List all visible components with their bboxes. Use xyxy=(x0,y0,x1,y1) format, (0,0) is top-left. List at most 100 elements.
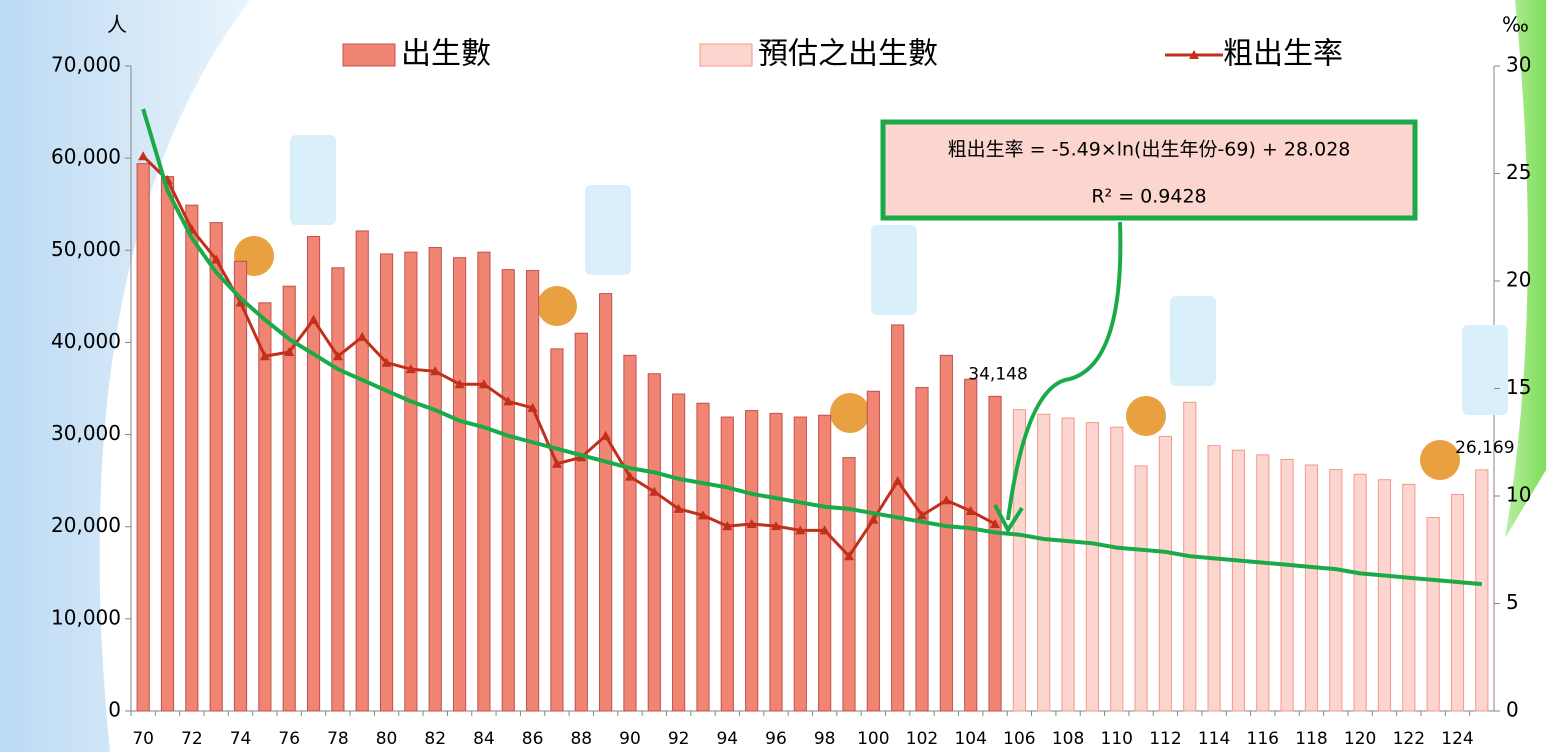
y2-tick-label: 20 xyxy=(1506,268,1531,292)
bar xyxy=(1378,480,1390,711)
tiger-icon xyxy=(1126,396,1166,436)
bar xyxy=(1111,427,1123,711)
bar xyxy=(234,261,246,711)
bar xyxy=(478,252,490,711)
equation: 粗出生率 = -5.49×ln(出生年份-69) + 28.028 xyxy=(948,139,1351,161)
x-tick-label: 94 xyxy=(716,729,738,749)
bar xyxy=(648,374,660,711)
bar xyxy=(161,177,173,711)
bar xyxy=(697,403,709,711)
bar xyxy=(1403,484,1415,711)
x-tick-label: 72 xyxy=(181,729,203,749)
bar xyxy=(210,223,222,711)
x-tick-label: 86 xyxy=(522,729,544,749)
y-tick-label: 30,000 xyxy=(51,421,121,445)
x-tick-label: 82 xyxy=(424,729,446,749)
bar xyxy=(527,271,539,711)
x-tick-label: 70 xyxy=(132,729,154,749)
dragon-icon xyxy=(290,135,336,225)
bar xyxy=(356,231,368,711)
tiger-icon xyxy=(1420,440,1460,480)
data-label: 26,169 xyxy=(1455,438,1514,458)
bar xyxy=(1062,418,1074,711)
x-tick-label: 92 xyxy=(668,729,690,749)
bar xyxy=(259,303,271,711)
x-tick-label: 122 xyxy=(1393,729,1425,749)
legend-swatch xyxy=(343,44,395,66)
y-tick-label: 20,000 xyxy=(51,513,121,537)
legend-label: 粗出生率 xyxy=(1223,37,1343,72)
x-tick-label: 118 xyxy=(1295,729,1327,749)
data-label: 34,148 xyxy=(968,364,1027,384)
tiger-icon xyxy=(830,393,870,433)
bar xyxy=(1232,450,1244,711)
x-tick-label: 78 xyxy=(327,729,349,749)
x-tick-label: 102 xyxy=(906,729,938,749)
x-tick-label: 98 xyxy=(814,729,836,749)
x-tick-label: 124 xyxy=(1441,729,1473,749)
bar xyxy=(1281,459,1293,711)
bar xyxy=(332,268,344,711)
dragon-icon xyxy=(585,185,631,275)
x-tick-label: 114 xyxy=(1198,729,1230,749)
bar xyxy=(380,254,392,711)
y2-tick-label: 10 xyxy=(1506,483,1531,507)
y-tick-label: 10,000 xyxy=(51,605,121,629)
bar xyxy=(1330,470,1342,711)
y-tick-label: 50,000 xyxy=(51,237,121,261)
x-tick-label: 96 xyxy=(765,729,787,749)
bar xyxy=(673,394,685,711)
x-tick-label: 80 xyxy=(376,729,398,749)
x-tick-label: 100 xyxy=(857,729,889,749)
bar xyxy=(770,413,782,711)
y2-tick-label: 25 xyxy=(1506,160,1531,184)
x-tick-label: 84 xyxy=(473,729,495,749)
r-squared: R² = 0.9428 xyxy=(1091,186,1206,208)
bar xyxy=(843,458,855,711)
x-tick-label: 112 xyxy=(1149,729,1181,749)
x-tick-label: 104 xyxy=(954,729,986,749)
x-tick-label: 74 xyxy=(230,729,252,749)
legend-label: 預估之出生數 xyxy=(758,37,938,72)
y2-tick-label: 15 xyxy=(1506,375,1531,399)
bar xyxy=(1354,474,1366,711)
bar xyxy=(624,355,636,711)
bar xyxy=(1476,470,1488,711)
y2-tick-label: 5 xyxy=(1506,590,1519,614)
bar xyxy=(721,417,733,711)
bar xyxy=(137,164,149,711)
bar xyxy=(405,252,417,711)
bar xyxy=(746,411,758,711)
y-unit: 人 xyxy=(107,13,127,37)
bar xyxy=(1451,494,1463,711)
bar xyxy=(940,355,952,711)
bar xyxy=(1135,466,1147,711)
bar xyxy=(186,205,198,711)
bar xyxy=(989,396,1001,711)
page: {"chart_data":{"type":"bar", "y_unit_lab… xyxy=(0,0,1546,752)
bar xyxy=(965,379,977,711)
bar xyxy=(867,391,879,711)
x-tick-label: 120 xyxy=(1344,729,1376,749)
bar xyxy=(429,248,441,711)
bar xyxy=(307,236,319,711)
x-tick-label: 90 xyxy=(619,729,641,749)
bar xyxy=(575,333,587,711)
legend-label: 出生數 xyxy=(401,37,491,72)
dragon-icon xyxy=(1462,325,1508,415)
x-tick-label: 76 xyxy=(278,729,300,749)
bar xyxy=(453,258,465,711)
x-tick-label: 108 xyxy=(1052,729,1084,749)
y2-tick-label: 0 xyxy=(1506,698,1519,722)
bar xyxy=(1086,423,1098,711)
dragon-icon xyxy=(1170,296,1216,386)
y2-tick-label: 30 xyxy=(1506,53,1531,77)
bar xyxy=(916,388,928,711)
bar xyxy=(1038,414,1050,711)
bar xyxy=(600,294,612,711)
y-tick-label: 60,000 xyxy=(51,145,121,169)
bar xyxy=(819,415,831,711)
legend-swatch xyxy=(700,44,752,66)
tiger-icon xyxy=(537,286,577,326)
bar xyxy=(502,270,514,711)
